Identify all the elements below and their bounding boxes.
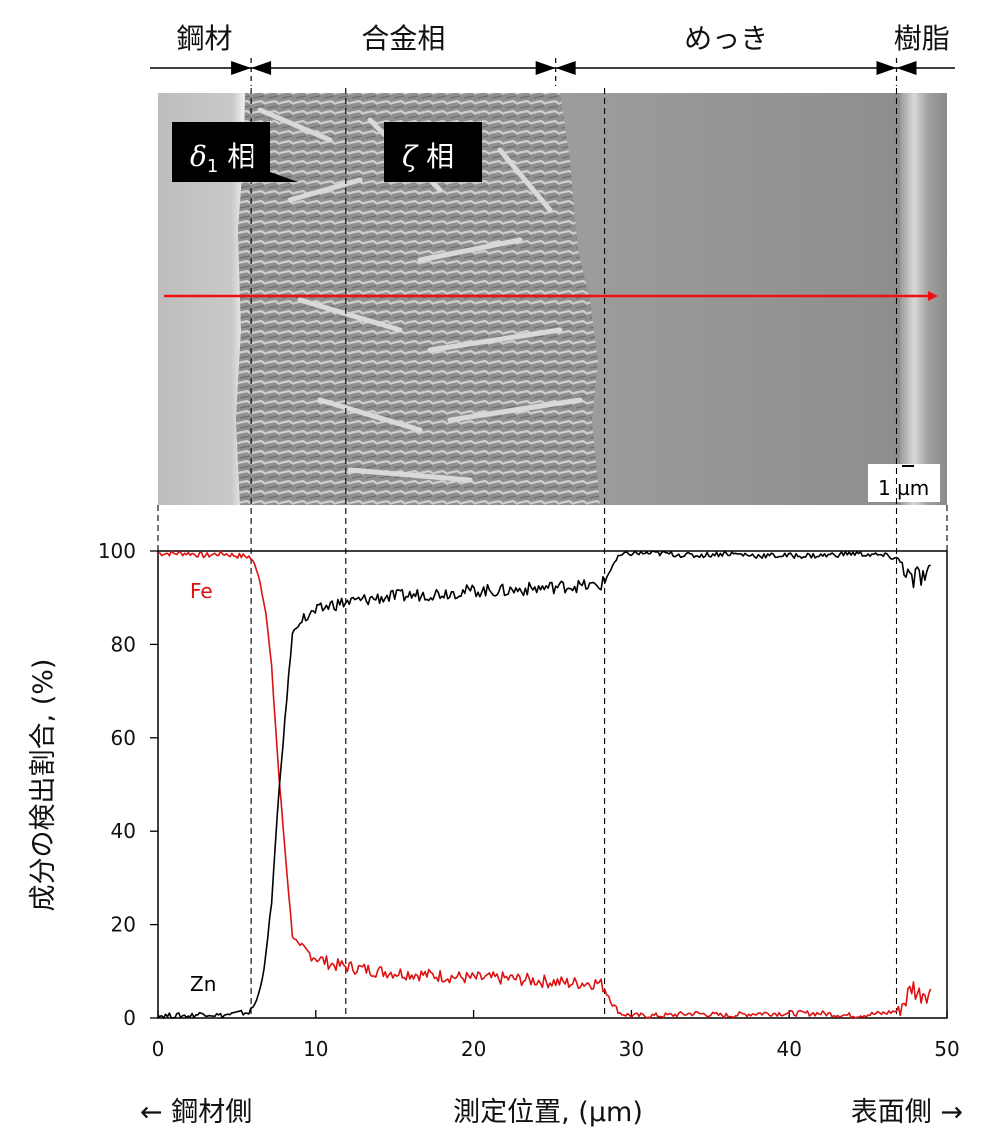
bracket-arrowhead-right <box>535 61 556 75</box>
x-tick-label: 0 <box>152 1037 165 1061</box>
y-tick-label: 80 <box>111 632 136 656</box>
series-line-fe <box>157 550 932 1019</box>
region-label: めっき <box>684 22 768 55</box>
delta1-phase-label: δ1 相 <box>172 122 298 182</box>
zeta-phase-suffix: 相 <box>417 140 454 173</box>
region-header: 鋼材 合金相 めっき 樹脂 <box>150 22 955 86</box>
bracket-arrowhead-left <box>251 61 272 75</box>
steel-side-label: ← 鋼材側 <box>140 1097 252 1128</box>
line-chart: 0 10 20 30 40 50 0 20 40 60 80 100 Fe Zn 成分の検出割合, … <box>28 88 960 1061</box>
y-tick-label: 100 <box>98 539 136 563</box>
x-tick-label: 50 <box>934 1037 959 1061</box>
x-axis: 0 10 20 30 40 50 <box>152 1010 960 1061</box>
y-axis-title: 成分の検出割合, (%) <box>28 659 59 912</box>
delta-phase-suffix: 相 <box>218 140 255 173</box>
bracket-arrowhead-right <box>876 61 897 75</box>
y-axis: 0 20 40 60 80 100 <box>98 539 158 1030</box>
zeta-phase-label: ζ 相 <box>384 122 482 182</box>
delta-subscript: 1 <box>207 156 218 177</box>
svg-text:δ1 相: δ1 相 <box>190 140 255 177</box>
y-tick-label: 60 <box>111 726 136 750</box>
y-tick-label: 0 <box>123 1006 136 1030</box>
series <box>157 550 932 1019</box>
svg-text:ζ 相: ζ 相 <box>402 140 454 173</box>
series-line-zn <box>157 550 931 1019</box>
bracket-arrowhead-left <box>555 61 576 75</box>
zeta-symbol: ζ <box>402 140 419 173</box>
region-label: 鋼材 <box>177 22 233 55</box>
steel-substrate <box>158 93 245 505</box>
boundary-lines <box>157 88 948 1018</box>
scale-bar-label: 1 µm <box>878 476 929 500</box>
y-tick-label: 20 <box>111 913 136 937</box>
region-label: 合金相 <box>361 22 445 55</box>
region-label: 樹脂 <box>894 22 950 55</box>
bracket-arrowhead-right <box>231 61 252 75</box>
surface-side-label: 表面側 → <box>851 1097 963 1128</box>
scale-bar-box <box>868 464 940 502</box>
plot-frame <box>157 550 948 1019</box>
sem-micrograph: δ1 相 ζ 相 1 µm <box>158 93 947 505</box>
delta-symbol: δ <box>190 140 207 173</box>
x-tick-label: 30 <box>619 1037 644 1061</box>
x-tick-label: 10 <box>303 1037 328 1061</box>
y-tick-label: 40 <box>111 819 136 843</box>
x-tick-label: 20 <box>461 1037 486 1061</box>
zn-series-label: Zn <box>190 972 216 996</box>
fe-series-label: Fe <box>190 579 213 603</box>
x-axis-title: 測定位置, (µm) <box>453 1097 643 1128</box>
plating-layer <box>560 93 900 505</box>
resin-layer <box>900 93 947 505</box>
bracket-arrowhead-left <box>896 61 917 75</box>
x-tick-label: 40 <box>776 1037 801 1061</box>
